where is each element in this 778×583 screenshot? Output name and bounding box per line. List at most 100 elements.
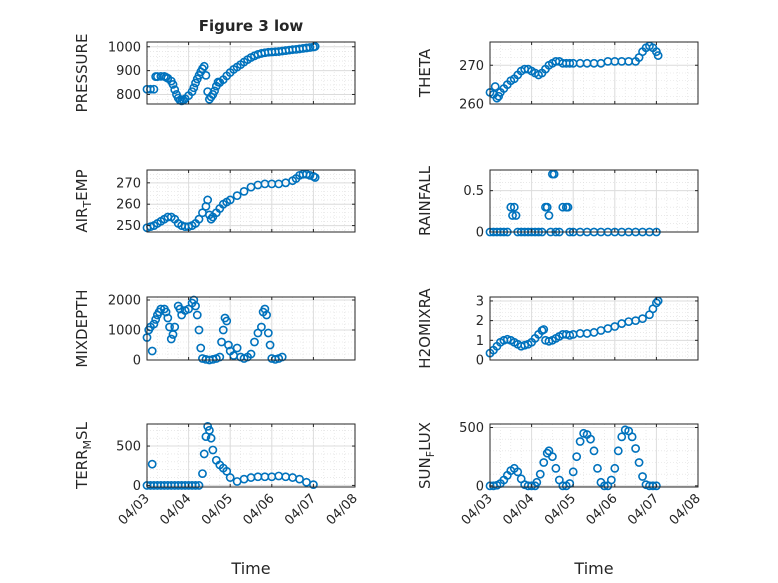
data-point <box>638 472 647 481</box>
data-point <box>535 469 545 479</box>
data-point <box>638 314 647 324</box>
data-point <box>265 340 275 350</box>
y-axis-label: H2OMIXRA <box>416 288 434 369</box>
data-point <box>208 445 218 455</box>
y-tick-label: 260 <box>459 98 484 113</box>
data-point <box>563 202 573 212</box>
subplot-mixdepth: 0 1000 2000 MIXDEPTH <box>73 289 356 369</box>
subplot-sun-flux: 0 500 04/03 04/04 04/05 04/06 04/07 04/08 SUNFLU… <box>416 421 704 528</box>
data-point <box>613 446 623 456</box>
data-point <box>222 316 232 326</box>
axes-box <box>146 423 356 488</box>
data-point <box>198 469 207 479</box>
data-point <box>194 481 204 490</box>
x-tick-label: 04/03 <box>459 491 496 528</box>
data-point <box>189 83 199 93</box>
data-point <box>308 480 318 490</box>
data-point <box>568 467 578 477</box>
data-point <box>565 58 575 68</box>
x-tick-label: 04/08 <box>667 491 704 528</box>
data-point <box>508 211 517 220</box>
y-tick-label: 1000 <box>108 40 141 55</box>
axes-box <box>489 296 699 361</box>
data-point <box>513 467 523 477</box>
data-point <box>572 452 582 462</box>
data-point <box>149 319 159 329</box>
data-point <box>511 211 521 220</box>
data-point <box>194 325 204 335</box>
x-tick-label: 04/03 <box>116 491 153 528</box>
x-tick-label: 04/08 <box>324 491 361 528</box>
axes-box <box>146 41 356 105</box>
y-axis-label: PRESSURE <box>73 34 91 113</box>
data-point <box>310 42 320 51</box>
data-point <box>191 78 200 88</box>
data-point <box>558 202 568 212</box>
x-tick-label: 04/07 <box>282 491 319 528</box>
y-tick-label: 250 <box>116 219 141 234</box>
plot-area <box>147 424 355 487</box>
axes-box <box>489 169 699 233</box>
x-tick-label: 04/04 <box>157 491 194 528</box>
data-point <box>166 334 176 344</box>
data-point <box>217 337 226 347</box>
y-tick-label: 2 <box>476 314 484 329</box>
data-point <box>305 43 315 52</box>
data-point <box>606 475 616 485</box>
data-point <box>225 195 235 205</box>
y-axis-label: RAINFALL <box>416 165 434 236</box>
axes-box <box>146 169 356 233</box>
axes-box <box>489 423 699 488</box>
data-point <box>627 432 637 442</box>
data-point <box>600 481 609 491</box>
data-point <box>204 425 214 435</box>
y-tick-label: 0 <box>133 479 141 494</box>
y-tick-label: 800 <box>116 88 141 103</box>
data-point <box>256 322 266 332</box>
y-axis-label: SUNFLUX <box>416 422 437 489</box>
data-point <box>586 434 595 444</box>
y-axis-label: MIXDEPTH <box>73 289 91 367</box>
data-point <box>295 474 304 484</box>
data-point <box>246 349 256 359</box>
x-tick-label: 04/07 <box>625 491 662 528</box>
y-tick-label: 270 <box>459 59 484 74</box>
data-point <box>532 477 542 487</box>
data-point <box>232 343 242 353</box>
data-point <box>652 481 661 491</box>
data-point <box>199 61 209 71</box>
y-tick-label: 1000 <box>108 324 141 339</box>
subplot-air-temp: 250 260 270 AIRTEMP <box>73 169 356 234</box>
x-tick-label: 04/06 <box>584 491 621 528</box>
data-point <box>206 214 216 224</box>
x-tick-label: 04/05 <box>199 491 236 528</box>
right-x-axis-label: Time <box>573 559 613 578</box>
data-point <box>192 310 202 320</box>
data-point <box>263 328 273 338</box>
data-point <box>218 325 228 335</box>
data-point <box>199 449 209 459</box>
data-point <box>170 322 180 332</box>
subplot-pressure: 800 900 1000 PRESSURE <box>73 34 356 113</box>
data-point <box>163 313 173 323</box>
data-point <box>168 80 178 89</box>
data-point <box>194 214 204 224</box>
x-tick-label: 04/06 <box>241 491 278 528</box>
data-point <box>262 310 271 320</box>
data-point <box>170 85 180 95</box>
y-tick-label: 0 <box>476 479 484 494</box>
y-tick-label: 1 <box>476 334 484 349</box>
data-point <box>634 458 644 467</box>
data-point <box>149 84 159 94</box>
data-point <box>196 343 206 353</box>
data-point <box>250 337 259 347</box>
data-point <box>490 82 500 91</box>
data-point <box>191 301 200 311</box>
y-axis-label: AIRTEMP <box>73 169 94 232</box>
data-point <box>277 352 287 362</box>
data-point <box>151 315 161 324</box>
data-point <box>147 459 157 469</box>
data-point <box>147 346 157 356</box>
data-point <box>575 437 585 446</box>
